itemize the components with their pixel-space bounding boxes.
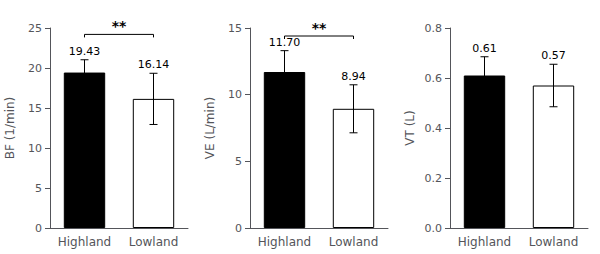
svg-text:Lowland: Lowland <box>529 235 579 249</box>
svg-text:Highland: Highland <box>58 235 112 249</box>
svg-text:11.70: 11.70 <box>269 36 301 49</box>
svg-text:0.61: 0.61 <box>472 42 497 55</box>
svg-text:VT (L): VT (L) <box>403 110 417 145</box>
svg-text:10: 10 <box>28 142 42 155</box>
svg-text:5: 5 <box>235 155 242 168</box>
svg-text:Lowland: Lowland <box>129 235 179 249</box>
svg-text:0.0: 0.0 <box>425 222 443 235</box>
svg-text:16.14: 16.14 <box>138 58 170 71</box>
svg-text:10: 10 <box>228 88 242 101</box>
svg-text:5: 5 <box>35 182 42 195</box>
svg-text:Lowland: Lowland <box>329 235 379 249</box>
svg-text:0.8: 0.8 <box>425 22 443 35</box>
svg-text:BF (1/min): BF (1/min) <box>3 97 17 160</box>
svg-text:20: 20 <box>28 62 42 75</box>
svg-text:19.43: 19.43 <box>69 45 101 58</box>
svg-text:0: 0 <box>235 222 242 235</box>
svg-text:8.94: 8.94 <box>341 70 366 83</box>
svg-text:0.6: 0.6 <box>425 72 443 85</box>
svg-text:25: 25 <box>28 22 42 35</box>
svg-text:**: ** <box>112 18 127 34</box>
svg-text:Highland: Highland <box>458 235 512 249</box>
svg-text:**: ** <box>312 20 327 36</box>
svg-text:Highland: Highland <box>258 235 312 249</box>
svg-text:15: 15 <box>28 102 42 115</box>
svg-text:VE (L/min): VE (L/min) <box>203 97 217 159</box>
svg-text:0.57: 0.57 <box>541 49 566 62</box>
svg-text:0: 0 <box>35 222 42 235</box>
svg-text:0.2: 0.2 <box>425 172 443 185</box>
svg-text:15: 15 <box>228 22 242 35</box>
svg-text:0.4: 0.4 <box>425 122 443 135</box>
